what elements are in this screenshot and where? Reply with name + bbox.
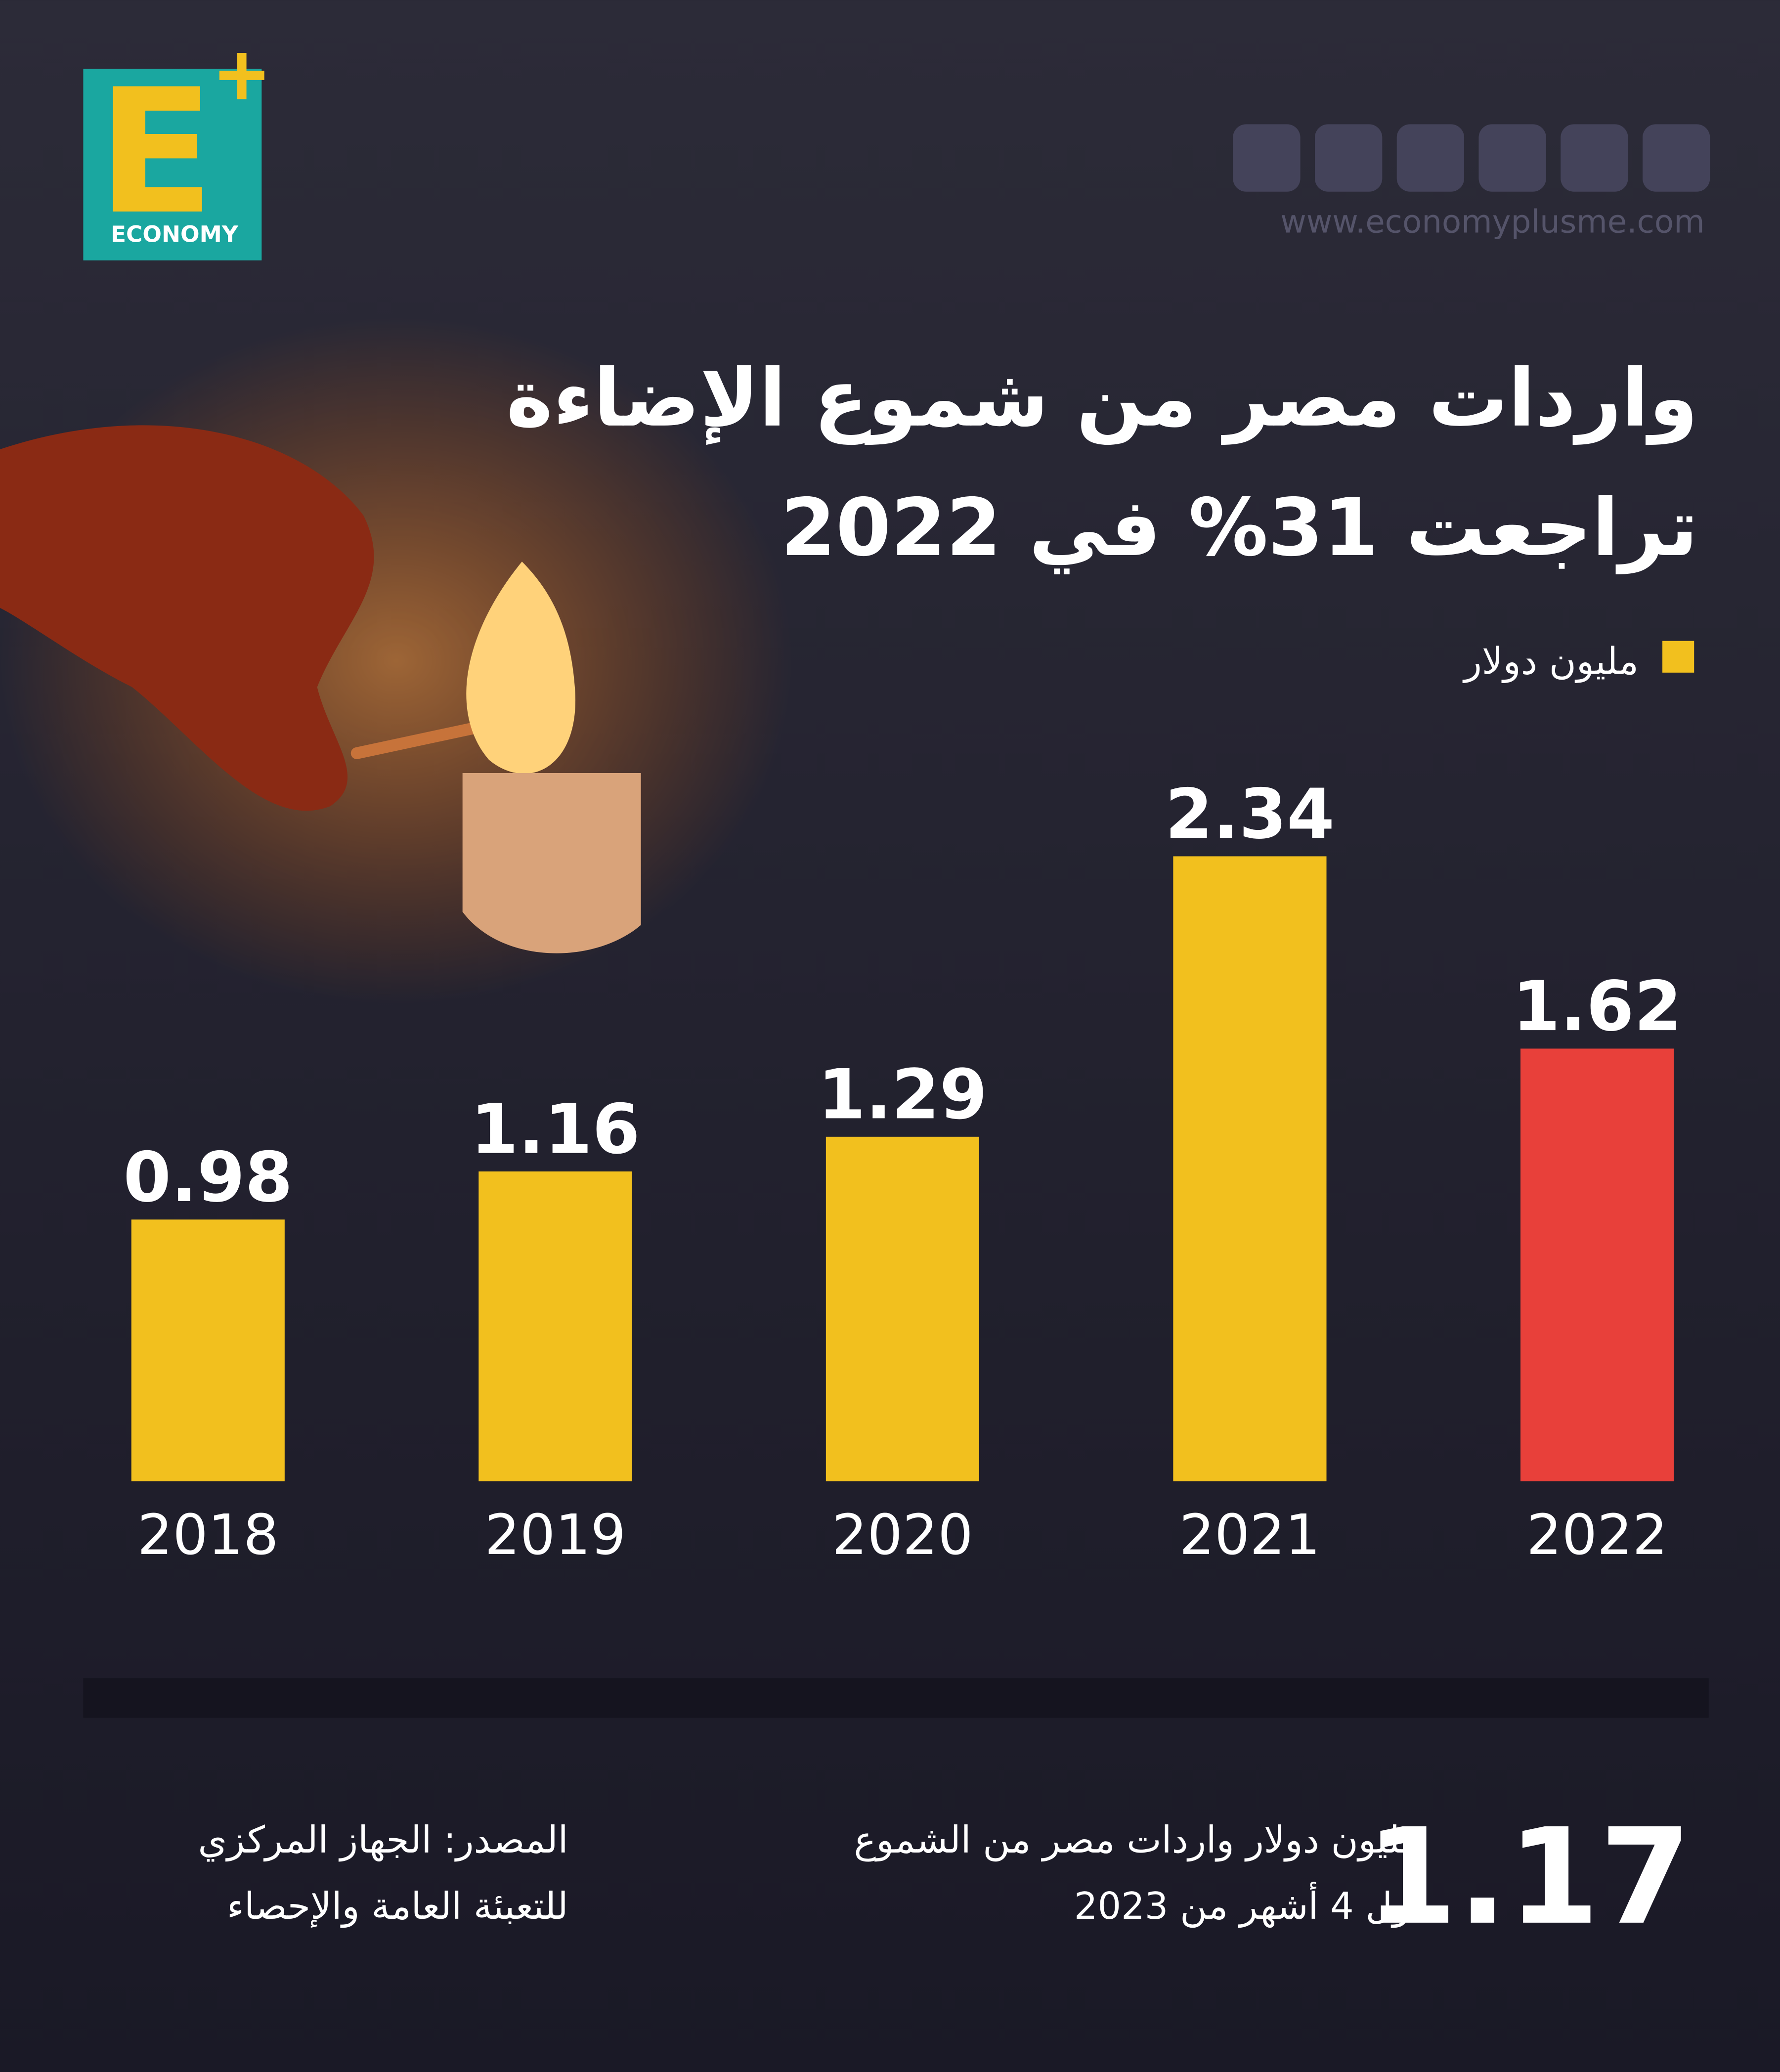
source: للتعبئة العامة والإحصاء [227, 1885, 568, 1928]
website: www.economyplusme.com [1280, 204, 1704, 241]
bar [478, 1171, 632, 1481]
highlight-text: مليون دولار واردات مصر من الشموع [854, 1818, 1421, 1862]
separator [83, 1678, 1709, 1718]
value-label: 1.29 [818, 1054, 987, 1134]
bar [825, 1136, 979, 1481]
value-label: 1.62 [1513, 966, 1682, 1046]
chart-title-line: تراجعت 31% في 2022 [781, 481, 1698, 575]
chart-title-line: واردات مصر من شموع الإضاءة [506, 352, 1698, 445]
bar [131, 1219, 285, 1481]
x-tick-label: 2018 [137, 1503, 279, 1567]
logo: E ECONOMY [83, 52, 264, 260]
legend-swatch [1662, 641, 1694, 673]
value-label: 1.16 [471, 1089, 640, 1169]
bar [1173, 856, 1327, 1481]
value-label: 0.98 [123, 1137, 293, 1217]
logo-word: ECONOMY [111, 221, 239, 247]
highlight-value: 1.17 [1365, 1801, 1692, 1954]
x-tick-label: 2020 [832, 1503, 973, 1567]
x-tick-label: 2022 [1526, 1503, 1668, 1567]
x-tick-label: 2021 [1179, 1503, 1321, 1567]
value-label: 2.34 [1165, 774, 1335, 854]
source: المصدر: الجهاز المركزي [198, 1818, 568, 1862]
legend-label: مليون دولار [1462, 640, 1639, 684]
logo-letter: E [97, 52, 215, 252]
bar [1520, 1048, 1674, 1481]
candle-illustration [0, 317, 793, 1004]
social-icons [1233, 124, 1710, 192]
highlight-text: أول 4 أشهر من 2023 [1074, 1882, 1421, 1928]
x-tick-label: 2019 [484, 1503, 626, 1567]
